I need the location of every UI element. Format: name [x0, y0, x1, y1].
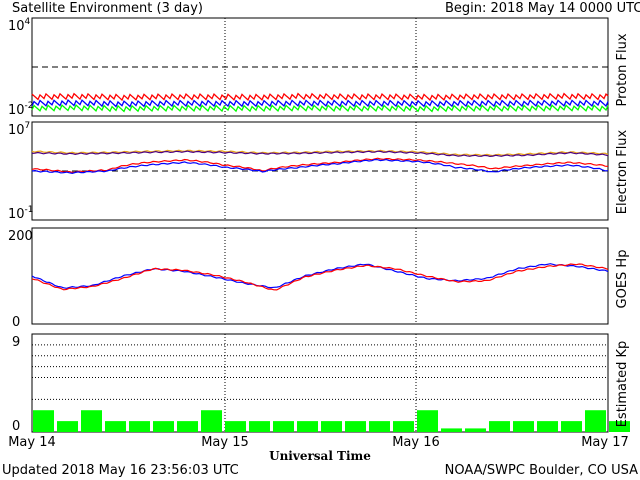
kp-bar — [129, 421, 150, 432]
kp-bar — [249, 421, 270, 432]
x-axis-label: Universal Time — [269, 449, 371, 463]
kp-bar — [201, 410, 222, 432]
panel-frame — [31, 333, 609, 433]
updated-time: Updated 2018 May 16 23:56:03 UTC — [2, 463, 239, 478]
panel-frame — [31, 121, 609, 221]
series-line-red — [31, 263, 609, 291]
credit: NOAA/SWPC Boulder, CO USA — [445, 463, 638, 478]
electron-flux-label: Electron Flux — [615, 129, 630, 214]
kp-bar — [417, 410, 438, 432]
electron-ytick-bottom: 10-1 — [8, 205, 34, 222]
kp-bar — [273, 421, 294, 432]
kp-bar — [393, 421, 414, 432]
x-tick-may17: May 17 — [581, 435, 629, 450]
series-line-red — [31, 157, 609, 174]
begin-time: Begin: 2018 May 14 0000 UTC — [445, 1, 640, 16]
kp-bar — [321, 421, 342, 432]
kp-bar — [345, 421, 366, 432]
goes-ytick-bottom: 0 — [12, 315, 20, 330]
series-line-blue — [31, 263, 609, 289]
kp-bar — [585, 410, 606, 432]
electron-ytick-top: 107 — [8, 121, 30, 138]
proton-ytick-top: 104 — [8, 17, 31, 34]
plot-area — [31, 66, 630, 432]
panel-frames — [31, 17, 609, 433]
series-line-green — [31, 104, 609, 113]
kp-bar — [561, 421, 582, 432]
series-line-blue — [31, 158, 609, 175]
kp-bar — [225, 421, 246, 432]
kp-ytick-bottom: 0 — [12, 419, 20, 434]
series-line-purple — [31, 150, 609, 158]
kp-bar — [57, 421, 78, 432]
kp-bar — [465, 428, 486, 432]
kp-ytick-top: 9 — [12, 335, 20, 350]
kp-bar — [153, 421, 174, 432]
kp-bar — [609, 421, 630, 432]
proton-ytick-bottom: 10-2 — [8, 101, 34, 118]
kp-bar — [369, 421, 390, 432]
kp-bar — [33, 410, 54, 432]
series-line-red — [31, 92, 609, 102]
kp-bar — [513, 421, 534, 432]
goes-ytick-top: 200 — [8, 229, 33, 244]
estimated-kp-label: Estimated Kp — [615, 341, 630, 428]
x-tick-may14: May 14 — [8, 435, 56, 450]
kp-bar — [81, 410, 102, 432]
series-line-blue — [31, 99, 609, 108]
goes-hp-label: GOES Hp — [615, 250, 630, 309]
x-tick-may16: May 16 — [392, 435, 440, 450]
kp-bar — [297, 421, 318, 432]
kp-bar — [537, 421, 558, 432]
chart-title: Satellite Environment (3 day) — [12, 1, 203, 16]
series-line-orange — [31, 149, 609, 157]
panel-frame — [31, 227, 609, 325]
kp-bar — [177, 421, 198, 432]
kp-bar — [105, 421, 126, 432]
kp-bar — [441, 428, 462, 432]
kp-bar — [489, 421, 510, 432]
x-tick-may15: May 15 — [201, 435, 249, 450]
proton-flux-label: Proton Flux — [615, 33, 630, 106]
